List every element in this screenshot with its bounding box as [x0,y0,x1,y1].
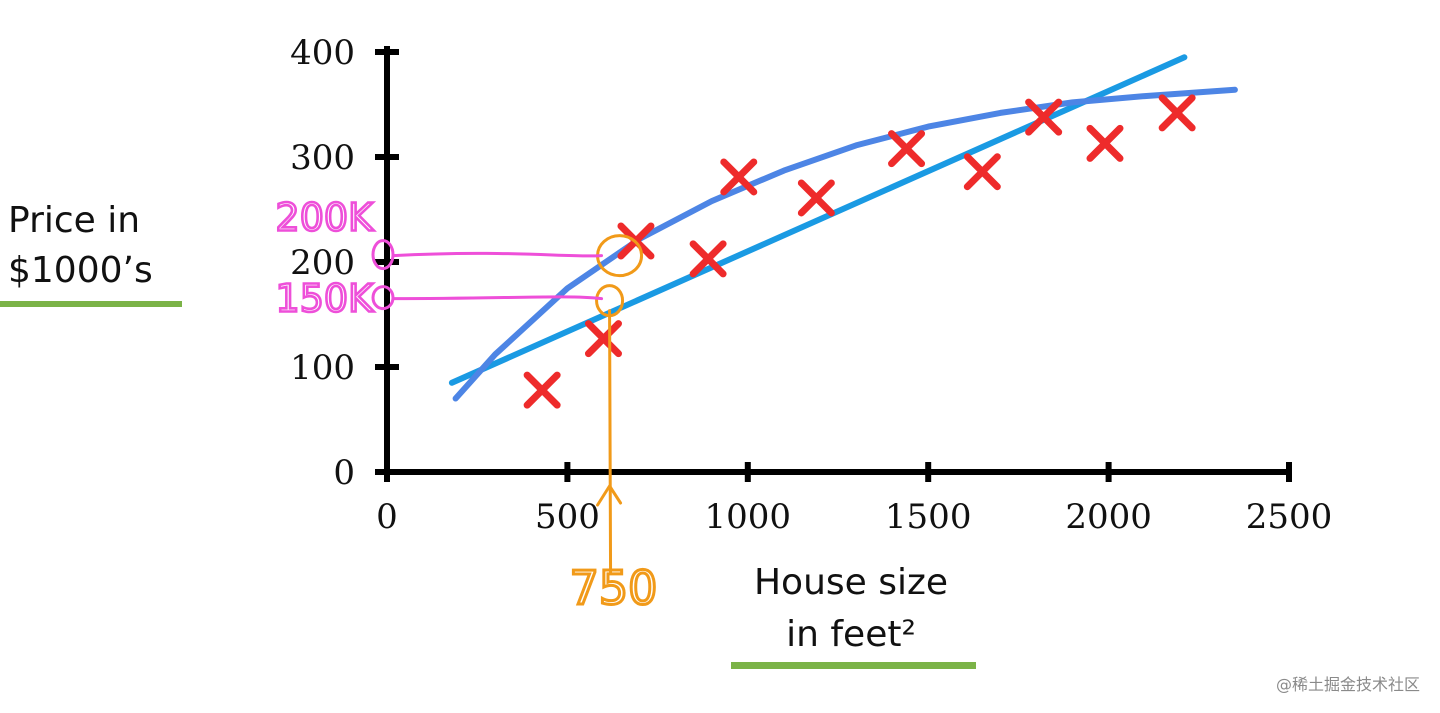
data-point [1025,98,1063,136]
data-point [963,153,1001,191]
x-tick-label: 1000 [705,497,792,537]
data-point-stroke [689,240,727,278]
x-tick-label: 2500 [1246,497,1333,537]
fit-lines [448,54,1238,402]
data-points [523,94,1196,409]
data-point [689,240,727,278]
x-tick-label: 1500 [885,497,972,537]
data-point-stroke [797,179,835,217]
x-tick-label: 2000 [1065,497,1152,537]
y-marker-label: 200K [276,196,375,240]
data-point [720,158,758,196]
x-tick-label: 0 [376,497,398,537]
data-point-stroke [963,153,1001,191]
fit-curve [452,86,1238,402]
data-point [888,130,926,168]
x-ticks: 0 500 1000 1500 2000 2500 [376,462,1332,537]
data-point [523,371,561,409]
y-tick-label: 100 [290,348,355,388]
y-ticks: 0 100 200 300 400 [290,33,399,493]
data-point-stroke [720,158,758,196]
data-point [584,320,622,358]
y-guide-line [391,295,604,301]
y-tick-label: 300 [290,138,355,178]
x-axis-label-line-2: in feet² [786,614,916,655]
y-marker-label: 150K [276,277,375,321]
y-marker-circle [371,285,395,311]
y-tick-label: 400 [290,33,355,73]
data-point-stroke [888,130,926,168]
x-axis-label-line-1: House size [754,562,948,603]
x-label-underline [731,662,976,669]
data-point-stroke [1158,94,1196,132]
x-marker-label: 750 [570,561,658,615]
x-tick-label: 500 [535,497,600,537]
data-point [797,179,835,217]
y-axis-label-line-2: $1000’s [8,250,153,291]
data-point-stroke [523,371,561,409]
y-tick-label: 0 [333,453,355,493]
x-guide-line [608,309,613,574]
y-label-underline [0,301,182,307]
watermark: @稀土掘金技术社区 [1276,675,1420,694]
y-guide-line [391,251,604,258]
x-axis-label: House size in feet² [731,562,976,669]
y-marker-circle [371,239,395,271]
axes [381,46,1291,475]
fit-line [448,54,1188,386]
data-point-stroke [1025,98,1063,136]
y-axis-label-line-1: Price in [8,200,140,241]
y-tick-label: 200 [290,243,355,283]
data-point [1158,94,1196,132]
data-point [1086,124,1124,162]
line-intersection-circle [595,284,625,318]
y-axis-label: Price in $1000’s [0,200,182,307]
x-guide-arrow [596,484,623,507]
annotations: 750 200K 150K [274,194,659,616]
data-point-stroke [584,320,622,358]
data-point-stroke [1086,124,1124,162]
